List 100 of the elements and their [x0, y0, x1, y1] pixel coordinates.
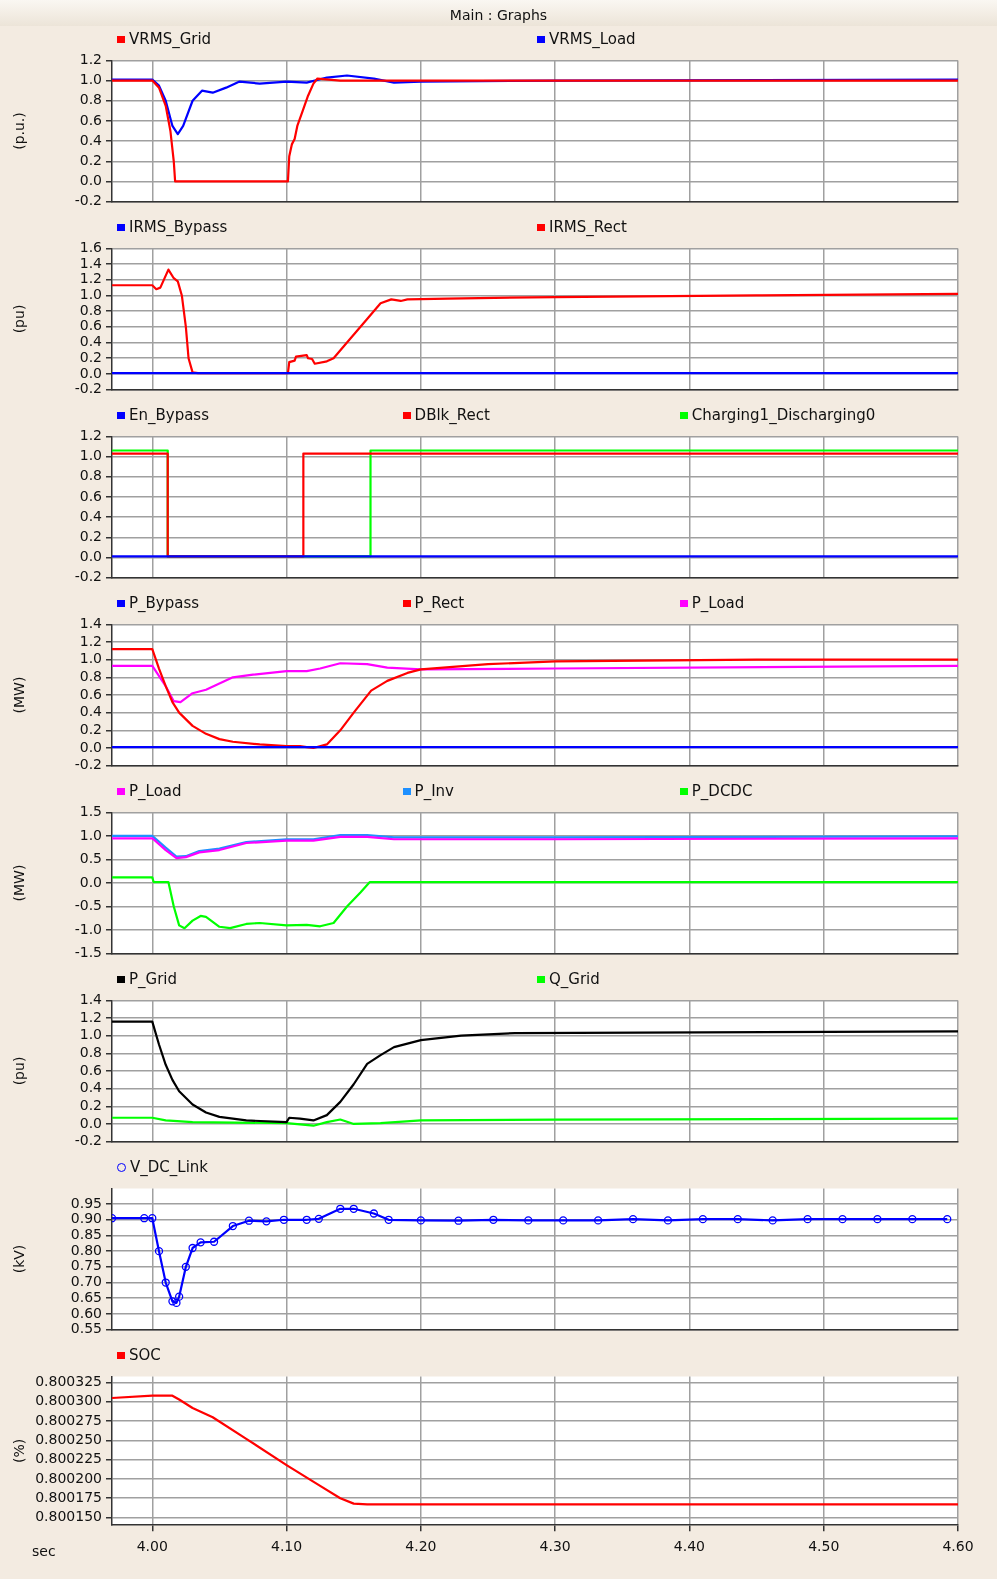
y-tick-label: 0.800200	[35, 1469, 102, 1486]
chart-title: Main : Graphs	[0, 0, 997, 26]
legend-label: P_Load	[691, 594, 745, 612]
y-tick-label: -1.0	[74, 920, 102, 937]
y-tick-label: 0.8	[79, 301, 102, 318]
legend-label: En_Bypass	[129, 406, 209, 424]
legend-label: P_Bypass	[129, 594, 200, 612]
y-tick-label: 0.800175	[35, 1488, 102, 1505]
x-tick-label: 4.10	[270, 1538, 303, 1555]
y-tick-label: 0.0	[79, 548, 102, 565]
legend-label: V_DC_Link	[130, 1158, 209, 1176]
y-tick-label: 0.0	[79, 873, 102, 890]
y-tick-label: 0.90	[70, 1210, 102, 1227]
y-tick-label: 0.4	[79, 703, 103, 720]
y-tick-label: 0.70	[70, 1273, 102, 1290]
y-tick-label: 0.2	[79, 527, 102, 544]
y-tick-label: 0.75	[70, 1257, 102, 1274]
y-tick-label: -0.5	[74, 897, 102, 914]
y-tick-label: 0.8	[79, 91, 102, 108]
x-tick-label: 4.30	[539, 1538, 571, 1555]
y-tick-label: -0.2	[74, 1132, 102, 1149]
y-tick-label: 1.2	[79, 1008, 102, 1025]
x-tick-label: 4.60	[942, 1538, 974, 1555]
y-tick-label: 0.800300	[35, 1392, 102, 1409]
y-tick-label: 0.8	[79, 667, 102, 684]
y-axis-title: (%)	[11, 1438, 28, 1463]
legend-label: Q_Grid	[549, 970, 600, 988]
y-tick-label: 0.85	[70, 1226, 102, 1243]
legend-label: IRMS_Bypass	[129, 218, 228, 236]
y-tick-label: -0.2	[74, 192, 102, 209]
y-tick-label: 0.4	[79, 131, 103, 148]
y-tick-label: 0.4	[79, 1079, 103, 1096]
y-tick-label: 1.0	[79, 650, 102, 667]
y-tick-label: -0.2	[74, 568, 102, 585]
legend-label: DBlk_Rect	[414, 406, 490, 424]
y-tick-label: 1.6	[79, 239, 103, 256]
y-tick-label: 0.0	[79, 738, 102, 755]
y-axis-title: (p.u.)	[11, 112, 28, 150]
y-tick-label: 0.80	[70, 1241, 102, 1258]
y-tick-label: 0.8	[79, 467, 102, 484]
y-tick-label: -1.5	[74, 944, 102, 961]
y-tick-label: 0.95	[70, 1194, 102, 1211]
y-tick-label: 1.4	[79, 615, 103, 632]
y-axis-title: (MW)	[11, 864, 28, 902]
x-tick-label: 4.00	[136, 1538, 168, 1555]
y-tick-label: 0.0	[79, 1114, 102, 1131]
y-tick-label: 0.0	[79, 364, 102, 381]
y-tick-label: 0.55	[70, 1320, 102, 1337]
y-tick-label: 0.6	[79, 1061, 103, 1078]
y-tick-label: 0.800250	[35, 1431, 102, 1448]
y-axis-title: (pu)	[11, 304, 28, 334]
y-tick-label: 1.0	[79, 447, 102, 464]
y-tick-label: -0.2	[74, 380, 102, 397]
y-tick-label: 0.4	[79, 333, 103, 350]
y-tick-label: 1.2	[79, 632, 102, 649]
y-axis-title: (pu)	[11, 1056, 28, 1086]
legend-label: P_Rect	[414, 594, 465, 612]
y-tick-label: 0.800150	[35, 1508, 102, 1525]
y-tick-label: 0.5	[79, 850, 102, 867]
x-tick-label: 4.50	[808, 1538, 840, 1555]
legend-label: VRMS_Grid	[129, 30, 212, 48]
legend-label: Charging1_Discharging0	[691, 406, 876, 424]
y-tick-label: 0.800325	[35, 1373, 102, 1390]
legend-label: P_Load	[129, 782, 182, 800]
legend-label: SOC	[129, 1346, 161, 1364]
y-tick-label: 1.5	[79, 803, 102, 820]
y-tick-label: 0.0	[79, 172, 102, 189]
legend-label: IRMS_Rect	[549, 218, 627, 236]
y-tick-label: 0.800225	[35, 1450, 102, 1467]
y-tick-label: 1.2	[79, 270, 102, 287]
y-axis-title: (MW)	[11, 676, 28, 714]
y-tick-label: -0.2	[74, 756, 102, 773]
y-axis-title: (kV)	[11, 1244, 28, 1274]
legend-label: P_Grid	[129, 970, 178, 988]
y-tick-label: 1.4	[79, 254, 103, 271]
y-tick-label: 1.4	[79, 991, 103, 1008]
y-tick-label: 0.6	[79, 487, 103, 504]
y-tick-label: 0.2	[79, 151, 102, 168]
y-tick-label: 0.4	[79, 507, 103, 524]
y-tick-label: 1.0	[79, 71, 102, 88]
legend-label: VRMS_Load	[549, 30, 636, 48]
y-tick-label: 0.2	[79, 348, 102, 365]
x-tick-label: 4.40	[673, 1538, 706, 1555]
y-tick-label: 1.0	[79, 1026, 102, 1043]
y-tick-label: 0.8	[79, 1043, 102, 1060]
x-tick-label: 4.20	[405, 1538, 437, 1555]
x-axis-title: sec	[32, 1542, 56, 1559]
y-tick-label: 0.6	[79, 317, 103, 334]
y-tick-label: 0.800275	[35, 1411, 102, 1428]
legend-label: P_DCDC	[691, 782, 753, 800]
y-tick-label: 0.6	[79, 111, 103, 128]
y-tick-label: 0.65	[70, 1288, 102, 1305]
y-tick-label: 0.60	[70, 1304, 102, 1321]
y-tick-label: 1.2	[79, 427, 102, 444]
y-tick-label: 1.0	[79, 286, 102, 303]
y-tick-label: 0.2	[79, 1096, 102, 1113]
y-tick-label: 0.6	[79, 685, 103, 702]
y-tick-label: 1.2	[79, 51, 102, 68]
y-tick-label: 0.2	[79, 720, 102, 737]
legend-label: P_Inv	[414, 782, 454, 800]
